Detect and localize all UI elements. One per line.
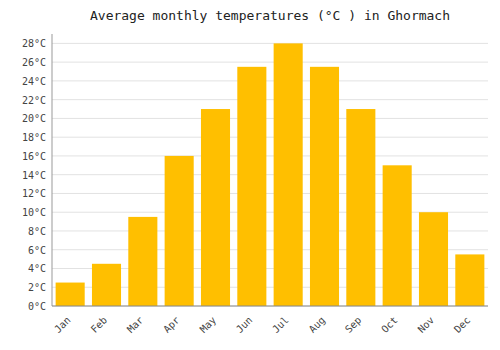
chart: Average monthly temperatures (°C ) in Gh… xyxy=(0,0,500,350)
x-tick-label: Jan xyxy=(52,314,73,335)
bar xyxy=(346,109,375,306)
grid-line xyxy=(52,118,488,119)
x-tick-label: Oct xyxy=(379,314,400,335)
bar xyxy=(419,212,448,306)
y-tick-label: 22°C xyxy=(22,95,46,106)
y-tick-label: 16°C xyxy=(22,151,46,162)
grid-line xyxy=(52,174,488,175)
bar xyxy=(274,43,303,306)
y-tick-label: 18°C xyxy=(22,132,46,143)
bar xyxy=(201,109,230,306)
bar xyxy=(455,254,484,306)
grid-line xyxy=(52,99,488,100)
x-tick-label: Nov xyxy=(416,314,437,335)
y-tick-label: 24°C xyxy=(22,76,46,87)
y-axis-line xyxy=(52,34,53,306)
x-tick-label: Apr xyxy=(161,314,182,335)
bar xyxy=(56,283,85,306)
x-tick-label: May xyxy=(198,314,219,335)
grid-line xyxy=(52,137,488,138)
bar xyxy=(383,165,412,306)
y-tick-label: 0°C xyxy=(28,301,46,312)
y-tick-label: 6°C xyxy=(28,245,46,256)
x-tick-label: Mar xyxy=(125,314,146,335)
x-tick-label: Dec xyxy=(452,314,473,335)
grid-line xyxy=(52,306,488,307)
x-tick-label: Feb xyxy=(89,314,110,335)
x-axis-line xyxy=(52,306,488,307)
x-tick-label: Jun xyxy=(234,314,255,335)
grid-line xyxy=(52,193,488,194)
bar xyxy=(128,217,157,306)
bar xyxy=(237,67,266,306)
bars xyxy=(56,43,485,306)
y-tick-label: 8°C xyxy=(28,226,46,237)
bar xyxy=(92,264,121,306)
title: Average monthly temperatures (°C ) in Gh… xyxy=(90,8,450,23)
y-tick-label: 10°C xyxy=(22,207,46,218)
y-tick-label: 28°C xyxy=(22,38,46,49)
grid xyxy=(52,43,488,306)
y-tick-label: 12°C xyxy=(22,188,46,199)
y-tick-label: 20°C xyxy=(22,113,46,124)
grid-line xyxy=(52,80,488,81)
y-tick-label: 4°C xyxy=(28,263,46,274)
y-tick-label: 14°C xyxy=(22,170,46,181)
bar xyxy=(310,67,339,306)
x-tick-label: Aug xyxy=(307,314,328,335)
grid-line xyxy=(52,155,488,156)
bar xyxy=(165,156,194,306)
grid-line xyxy=(52,62,488,63)
y-tick-label: 2°C xyxy=(28,282,46,293)
grid-line xyxy=(52,43,488,44)
y-tick-label: 26°C xyxy=(22,57,46,68)
x-tick-label: Jul xyxy=(270,314,291,335)
x-tick-label: Sep xyxy=(343,314,364,335)
